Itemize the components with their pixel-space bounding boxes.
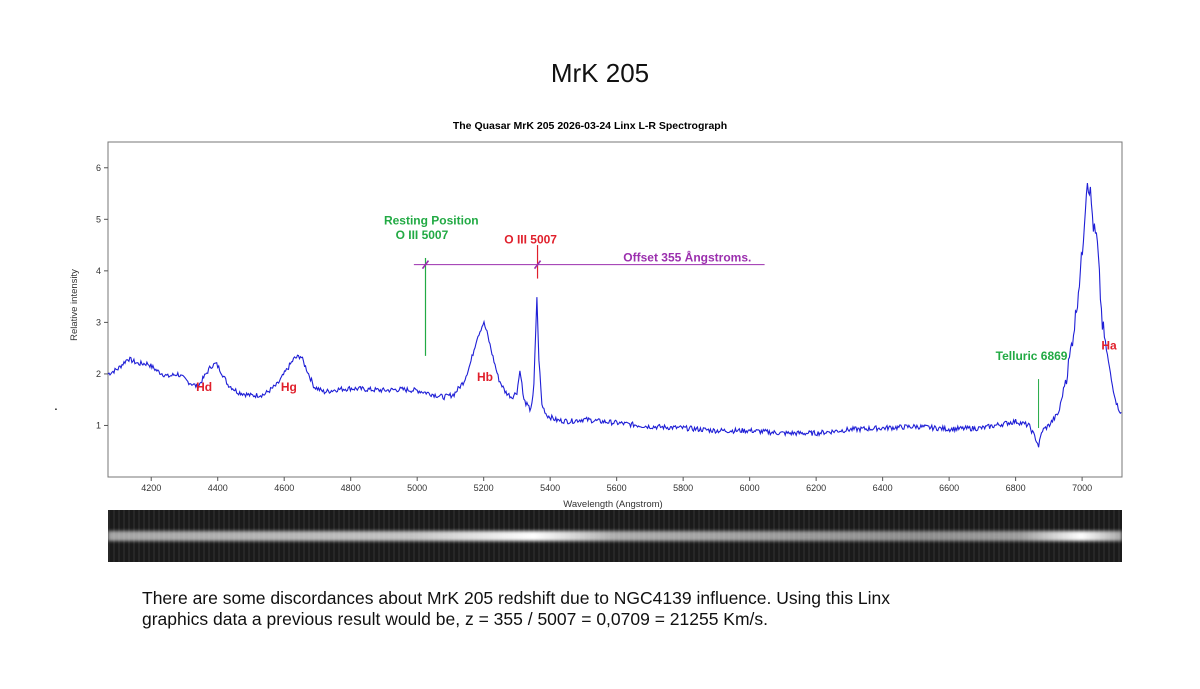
caption: There are some discordances about MrK 20… xyxy=(142,588,1102,630)
y-tick-label: 5 xyxy=(96,214,101,224)
x-tick-label: 6400 xyxy=(873,483,893,493)
hd-label: Hd xyxy=(196,380,212,394)
x-tick-label: 6200 xyxy=(806,483,826,493)
resting-oiii-label: O III 5007 xyxy=(396,228,449,242)
x-tick-label: 6800 xyxy=(1006,483,1026,493)
axis-ticks: 4200 4400 4600 4800 5000 5200 5400 5600 5800 6000… xyxy=(96,163,1092,493)
offset-label: Offset 355 Ångstroms. xyxy=(623,250,751,265)
plot-frame xyxy=(107,141,1123,478)
y-tick-label: 3 xyxy=(96,317,101,327)
x-tick-label: 5600 xyxy=(607,483,627,493)
x-tick-label: 5800 xyxy=(673,483,693,493)
x-axis-label: Wavelength (Angstrom) xyxy=(563,499,662,510)
spectrum-noise xyxy=(108,510,1122,562)
x-tick-label: 6000 xyxy=(740,483,760,493)
offset-tick xyxy=(421,260,430,270)
x-tick-label: 5200 xyxy=(474,483,494,493)
x-tick-label: 5400 xyxy=(540,483,560,493)
hb-label: Hb xyxy=(477,370,493,384)
x-tick-label: 7000 xyxy=(1072,483,1092,493)
stray-mark: . xyxy=(54,397,58,413)
chart-title: The Quasar MrK 205 2026-03-24 Linx L-R S… xyxy=(453,120,727,132)
resting-position-label: Resting Position xyxy=(384,213,479,227)
telluric-label: Telluric 6869 xyxy=(996,349,1068,363)
y-tick-label: 4 xyxy=(96,266,101,276)
y-axis-label: Relative intensity xyxy=(69,269,80,341)
ha-label: Ha xyxy=(1101,339,1117,353)
x-tick-label: 4800 xyxy=(341,483,361,493)
caption-line-2: graphics data a previous result would be… xyxy=(142,609,769,629)
x-tick-label: 5000 xyxy=(407,483,427,493)
y-tick-label: 6 xyxy=(96,163,101,173)
spectrum-band xyxy=(108,531,1122,541)
observed-oiii-label: O III 5007 xyxy=(504,233,557,247)
y-tick-label: 2 xyxy=(96,369,101,379)
y-tick-label: 1 xyxy=(96,420,101,430)
page-title: MrK 205 xyxy=(550,58,650,88)
spectrum-strip-image xyxy=(108,510,1122,562)
line-markers xyxy=(413,245,1040,429)
x-tick-label: 4400 xyxy=(208,483,228,493)
offset-tick xyxy=(533,260,542,270)
caption-line-1: There are some discordances about MrK 20… xyxy=(142,588,891,608)
spectrum-series-line xyxy=(107,183,1122,448)
spectrum-chart: The Quasar MrK 205 2026-03-24 Linx L-R S… xyxy=(69,120,1123,510)
x-tick-label: 6600 xyxy=(939,483,959,493)
x-tick-label: 4600 xyxy=(274,483,294,493)
hg-label: Hg xyxy=(281,380,297,394)
x-tick-label: 4200 xyxy=(141,483,161,493)
